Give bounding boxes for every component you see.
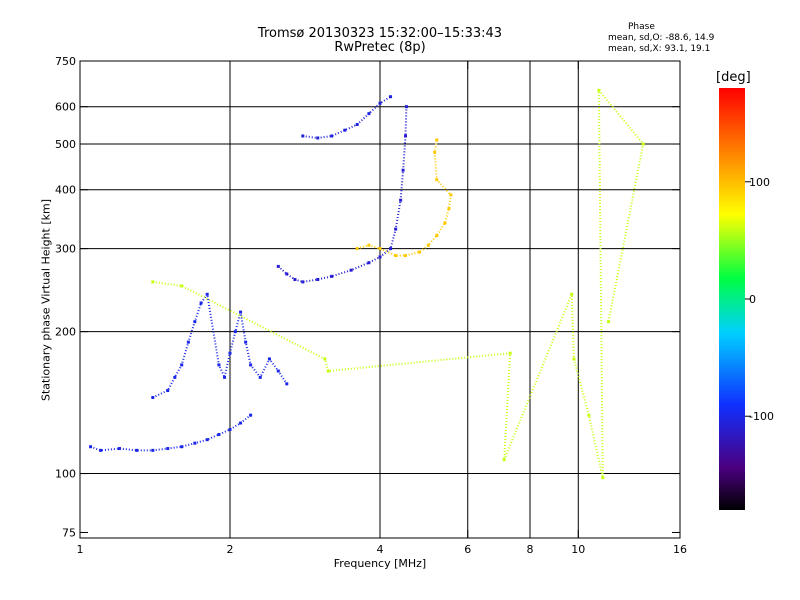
data-point bbox=[403, 134, 407, 138]
data-point bbox=[443, 221, 447, 225]
series-trace bbox=[152, 87, 645, 478]
data-point bbox=[217, 433, 221, 437]
series-trace bbox=[90, 414, 252, 452]
colorbar-label: [deg] bbox=[716, 70, 751, 85]
colorbar-tick-label: 0 bbox=[749, 293, 756, 306]
data-point bbox=[433, 150, 437, 154]
series-group bbox=[276, 105, 408, 284]
data-point bbox=[199, 301, 203, 305]
data-point bbox=[223, 375, 227, 379]
y-tick-label: 75 bbox=[62, 526, 76, 539]
colorbar-ticks: 100 0 -100 bbox=[745, 176, 774, 423]
y-tick-label: 500 bbox=[55, 138, 76, 151]
series-trace bbox=[277, 106, 408, 283]
y-tick-label: 100 bbox=[55, 468, 76, 481]
data-point bbox=[597, 88, 601, 92]
data-point bbox=[316, 277, 320, 281]
data-points bbox=[89, 87, 645, 480]
chart-title: Tromsø 20130323 15:32:00–15:33:43 bbox=[257, 26, 503, 41]
series-group bbox=[89, 413, 253, 452]
data-point bbox=[89, 445, 93, 449]
y-tick-label: 400 bbox=[55, 184, 76, 197]
colorbar-tick-label: 100 bbox=[749, 176, 770, 189]
data-point bbox=[389, 95, 393, 99]
data-point bbox=[417, 250, 421, 254]
y-tick-label: 200 bbox=[55, 326, 76, 339]
x-tick-label: 16 bbox=[673, 543, 687, 556]
series-group bbox=[151, 291, 289, 399]
x-axis-label: Frequency [MHz] bbox=[333, 557, 427, 570]
x-tick-label: 6 bbox=[464, 543, 471, 556]
series-trace bbox=[302, 95, 392, 140]
data-point bbox=[435, 138, 439, 142]
x-tick-label: 1 bbox=[77, 543, 84, 556]
data-point bbox=[394, 254, 398, 258]
data-point bbox=[166, 389, 170, 393]
data-point bbox=[330, 274, 334, 278]
data-point bbox=[173, 375, 177, 379]
series-trace bbox=[152, 291, 288, 399]
data-point bbox=[367, 261, 371, 265]
y-tick-label: 300 bbox=[55, 243, 76, 256]
data-point bbox=[180, 445, 184, 449]
data-point bbox=[99, 448, 103, 452]
data-point bbox=[426, 243, 430, 247]
x-tick-label: 2 bbox=[227, 543, 234, 556]
data-point bbox=[404, 105, 408, 109]
data-point bbox=[285, 272, 289, 276]
data-point bbox=[228, 428, 232, 432]
y-tick-label: 750 bbox=[55, 55, 76, 68]
grid bbox=[80, 61, 680, 538]
data-point bbox=[343, 128, 347, 132]
series-group bbox=[301, 95, 393, 140]
data-point bbox=[205, 292, 209, 296]
series-trace bbox=[356, 139, 452, 257]
data-point bbox=[326, 369, 330, 373]
data-point bbox=[378, 247, 382, 251]
data-point bbox=[135, 448, 139, 452]
x-tick-label: 4 bbox=[377, 543, 384, 556]
stats-x-mode: mean, sd,X: 93.1, 19.1 bbox=[608, 44, 711, 54]
data-point bbox=[367, 112, 371, 116]
data-point bbox=[403, 254, 407, 258]
data-point bbox=[502, 458, 506, 462]
axis-ticks: 1 2 4 6 8 10 16 75 100 200 300 400 500 600 750 bbox=[55, 55, 687, 556]
data-point bbox=[117, 447, 121, 451]
colorbar bbox=[719, 88, 745, 510]
chart-subtitle: RwPretec (8p) bbox=[334, 40, 426, 55]
data-point bbox=[301, 280, 305, 284]
series-group bbox=[151, 87, 645, 480]
stats-title: Phase bbox=[628, 22, 655, 32]
data-point bbox=[349, 268, 353, 272]
data-point bbox=[607, 320, 611, 324]
y-tick-label: 600 bbox=[55, 101, 76, 114]
data-point bbox=[180, 284, 184, 288]
data-point bbox=[570, 292, 574, 296]
data-point bbox=[205, 438, 209, 442]
data-point bbox=[435, 233, 439, 237]
x-tick-label: 8 bbox=[527, 543, 534, 556]
x-tick-label: 10 bbox=[571, 543, 585, 556]
y-axis-label: Stationary phase Virtual Height [km] bbox=[39, 198, 53, 402]
data-point bbox=[601, 476, 605, 480]
data-point bbox=[285, 382, 289, 386]
colorbar-tick-label: -100 bbox=[749, 410, 774, 423]
data-point bbox=[389, 247, 393, 251]
data-point bbox=[249, 413, 253, 417]
data-point bbox=[447, 206, 451, 210]
data-point bbox=[355, 247, 359, 251]
series-group bbox=[355, 138, 453, 258]
data-point bbox=[508, 351, 512, 355]
data-point bbox=[587, 413, 591, 417]
data-point bbox=[330, 134, 334, 138]
stats-o-mode: mean, sd,O: -88.6, 14.9 bbox=[608, 33, 715, 43]
data-point bbox=[378, 101, 382, 105]
data-point bbox=[233, 330, 237, 334]
